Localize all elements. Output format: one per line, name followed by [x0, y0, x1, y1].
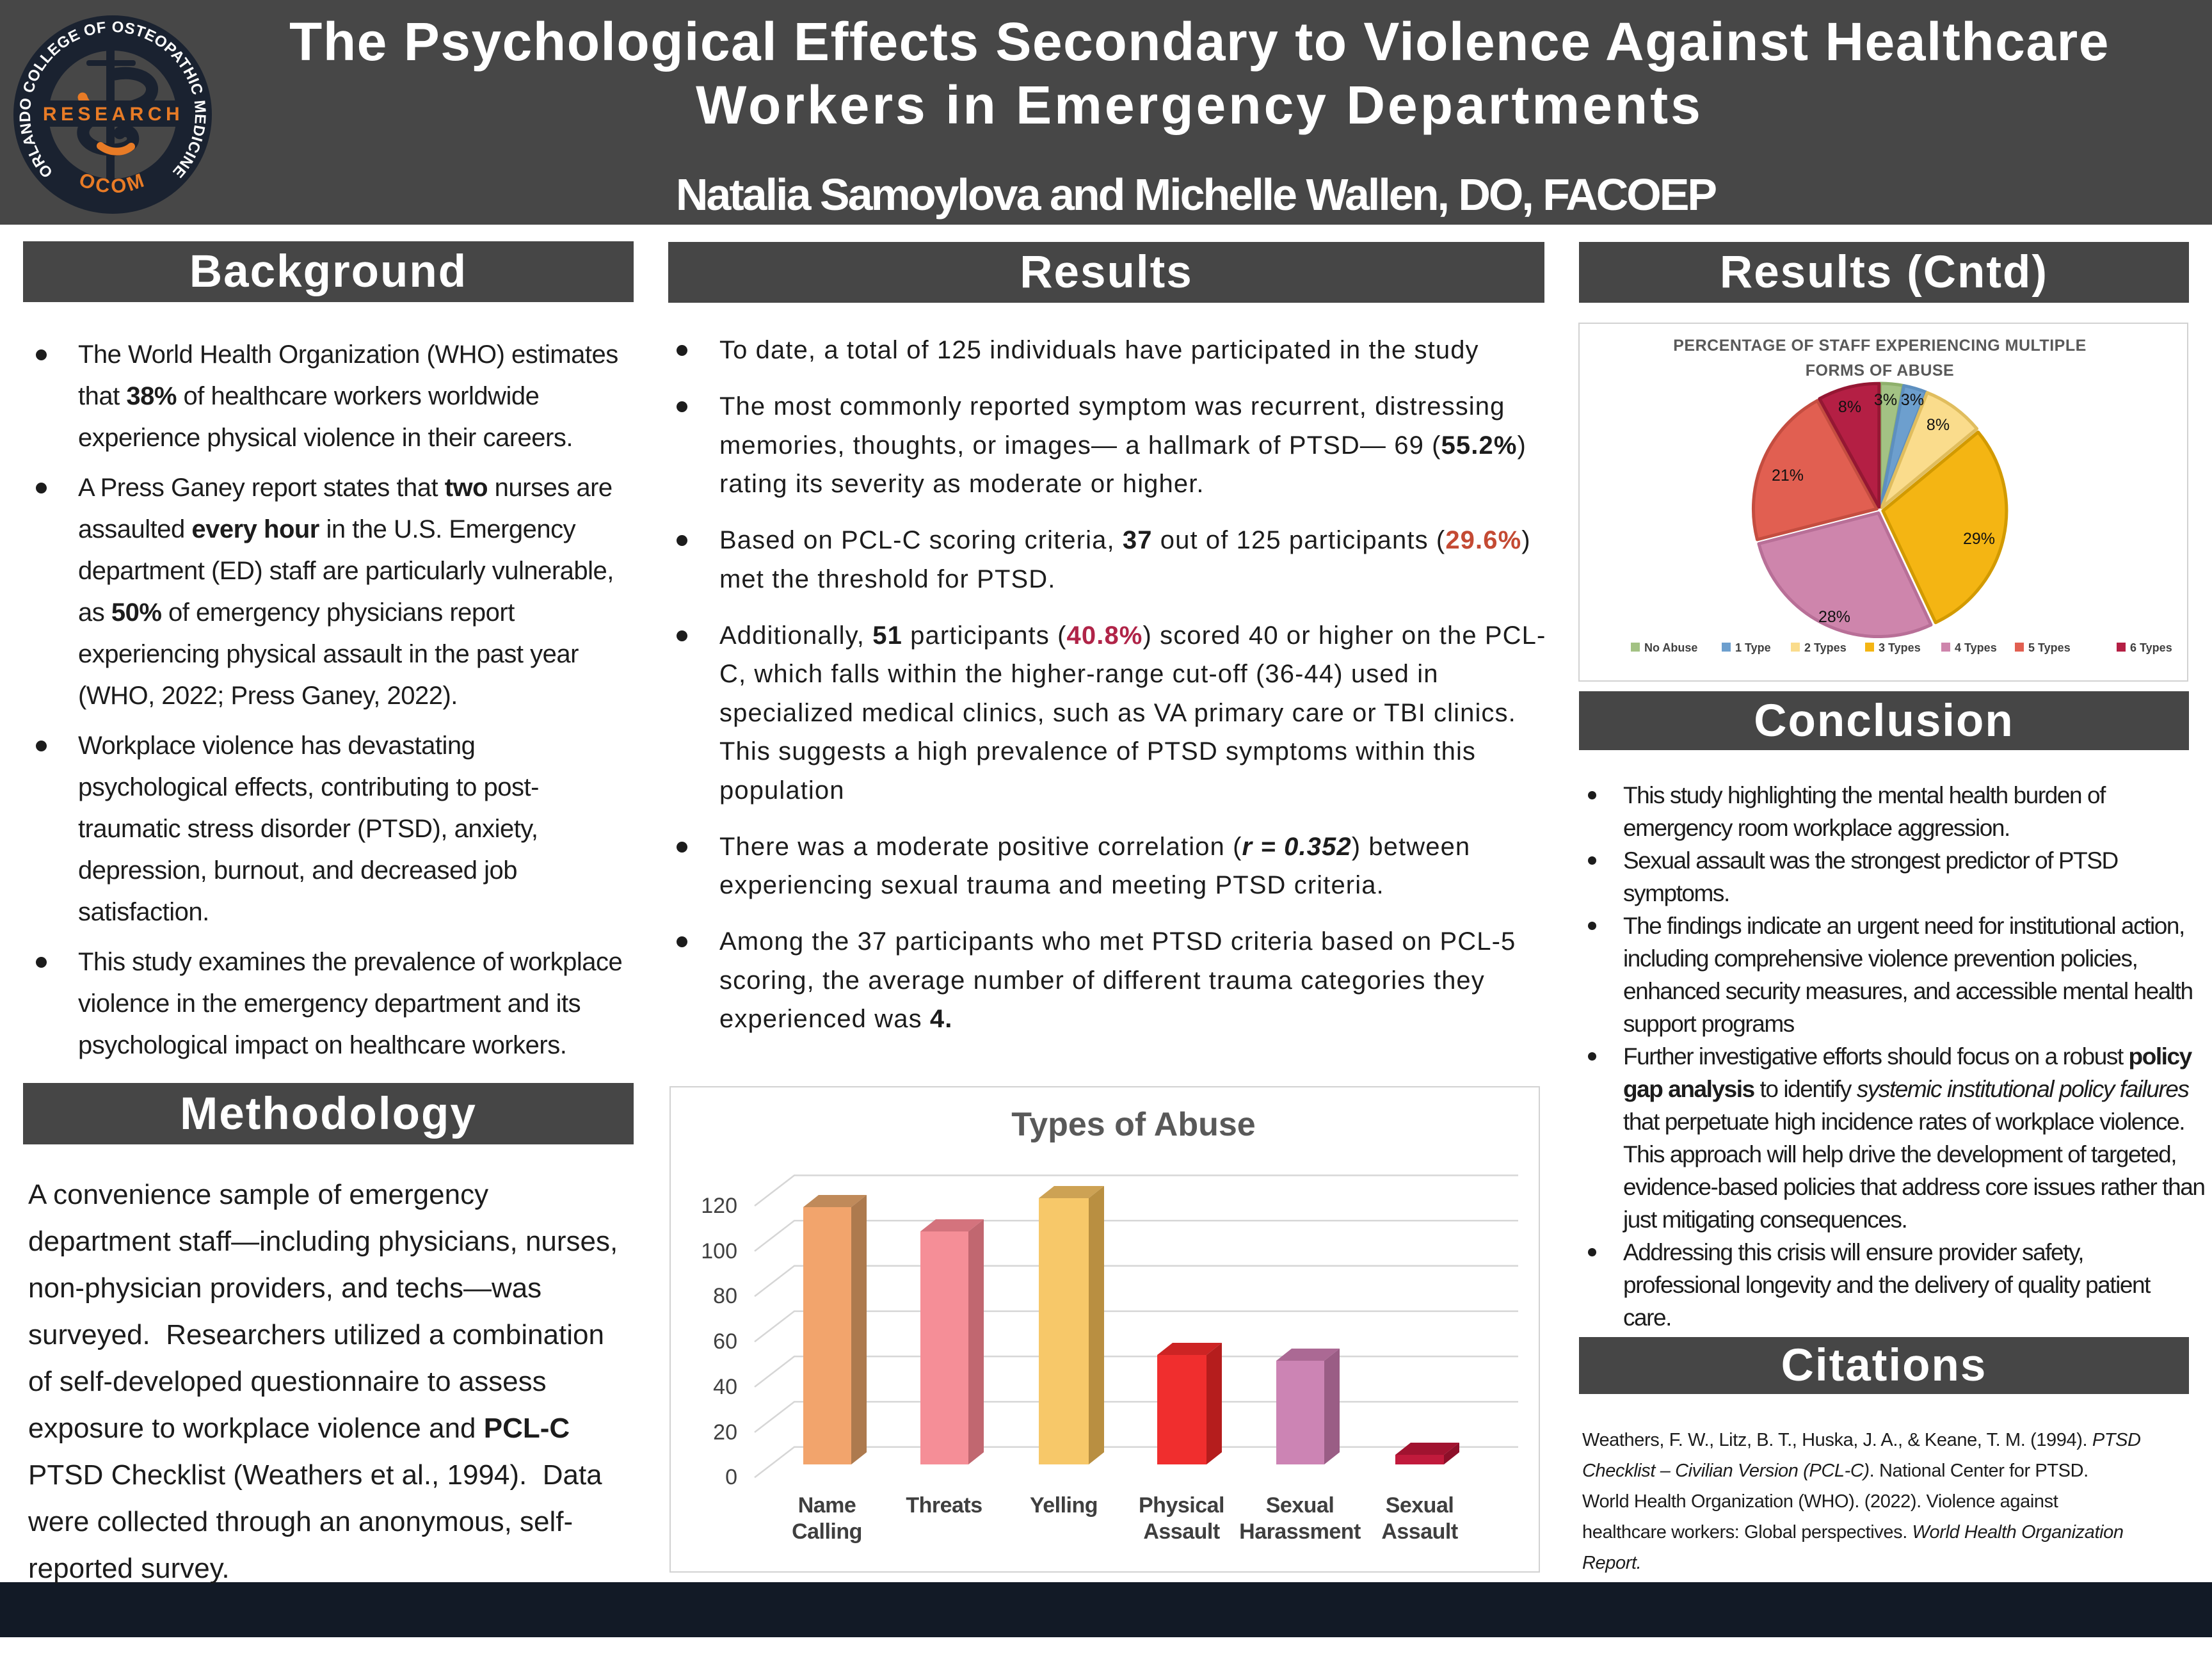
svg-text:8%: 8%: [1927, 416, 1950, 434]
svg-text:Yelling: Yelling: [1030, 1493, 1098, 1518]
svg-text:40: 40: [713, 1375, 737, 1399]
svg-text:RESEARCH: RESEARCH: [43, 104, 184, 125]
svg-text:Types of Abuse: Types of Abuse: [1011, 1106, 1255, 1143]
svg-text:Sexual: Sexual: [1386, 1493, 1454, 1518]
svg-text:1 Type: 1 Type: [1735, 641, 1771, 654]
svg-text:Assault: Assault: [1381, 1519, 1457, 1544]
svg-text:Physical: Physical: [1139, 1493, 1224, 1518]
svg-text:2 Types: 2 Types: [1804, 641, 1847, 654]
svg-text:3 Types: 3 Types: [1879, 641, 1921, 654]
svg-text:6 Types: 6 Types: [2130, 641, 2172, 654]
svg-text:20: 20: [713, 1420, 737, 1445]
svg-text:3%: 3%: [1874, 391, 1897, 409]
svg-text:FORMS OF ABUSE: FORMS OF ABUSE: [1806, 362, 1954, 380]
svg-text:8%: 8%: [1838, 398, 1861, 416]
svg-text:No Abuse: No Abuse: [1644, 641, 1697, 654]
svg-text:0: 0: [725, 1465, 737, 1489]
svg-text:Sexual: Sexual: [1266, 1493, 1334, 1518]
svg-text:29%: 29%: [1963, 530, 1995, 548]
svg-text:120: 120: [701, 1194, 737, 1218]
svg-text:21%: 21%: [1772, 467, 1804, 485]
svg-text:4 Types: 4 Types: [1955, 641, 1997, 654]
svg-text:PERCENTAGE OF STAFF EXPERIENCI: PERCENTAGE OF STAFF EXPERIENCING MULTIPL…: [1673, 337, 2087, 355]
svg-text:5 Types: 5 Types: [2028, 641, 2071, 654]
svg-text:Harassment: Harassment: [1239, 1519, 1361, 1544]
svg-text:3%: 3%: [1901, 391, 1924, 409]
svg-text:28%: 28%: [1818, 608, 1850, 626]
svg-text:Assault: Assault: [1143, 1519, 1219, 1544]
svg-text:60: 60: [713, 1329, 737, 1354]
svg-text:Name: Name: [798, 1493, 856, 1518]
svg-text:Calling: Calling: [792, 1519, 862, 1544]
svg-text:100: 100: [701, 1239, 737, 1263]
svg-text:Threats: Threats: [906, 1493, 982, 1518]
svg-text:80: 80: [713, 1284, 737, 1308]
